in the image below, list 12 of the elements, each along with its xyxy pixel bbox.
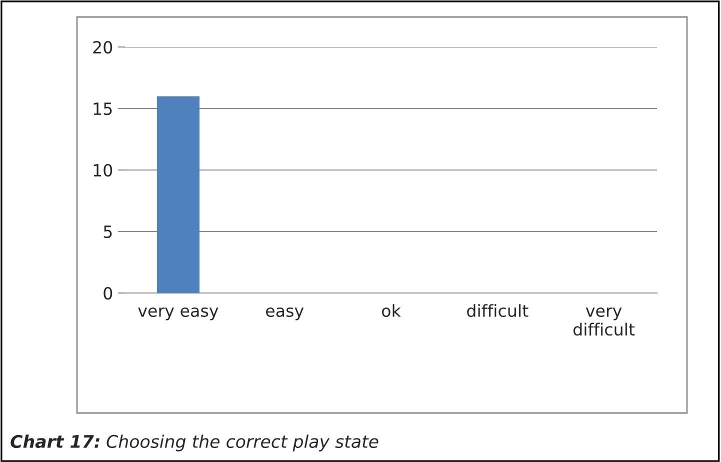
x-tick-label: ok (382, 304, 401, 318)
y-tick-label: 20 (93, 40, 112, 54)
x-tick-label: very easy (138, 307, 218, 320)
x-tick-label: easy (266, 307, 304, 320)
y-tick-label: 15 (94, 102, 112, 116)
y-tick-label: 0 (104, 286, 112, 300)
caption: Chart 17: (10, 434, 100, 448)
y-tick-label: 5 (104, 226, 112, 238)
y-tick-label: 10 (94, 164, 112, 177)
x-tick-label: difficult (467, 304, 528, 318)
text: Choosing the correct play state (106, 434, 378, 452)
x-tick-label: very difficult (573, 307, 635, 336)
